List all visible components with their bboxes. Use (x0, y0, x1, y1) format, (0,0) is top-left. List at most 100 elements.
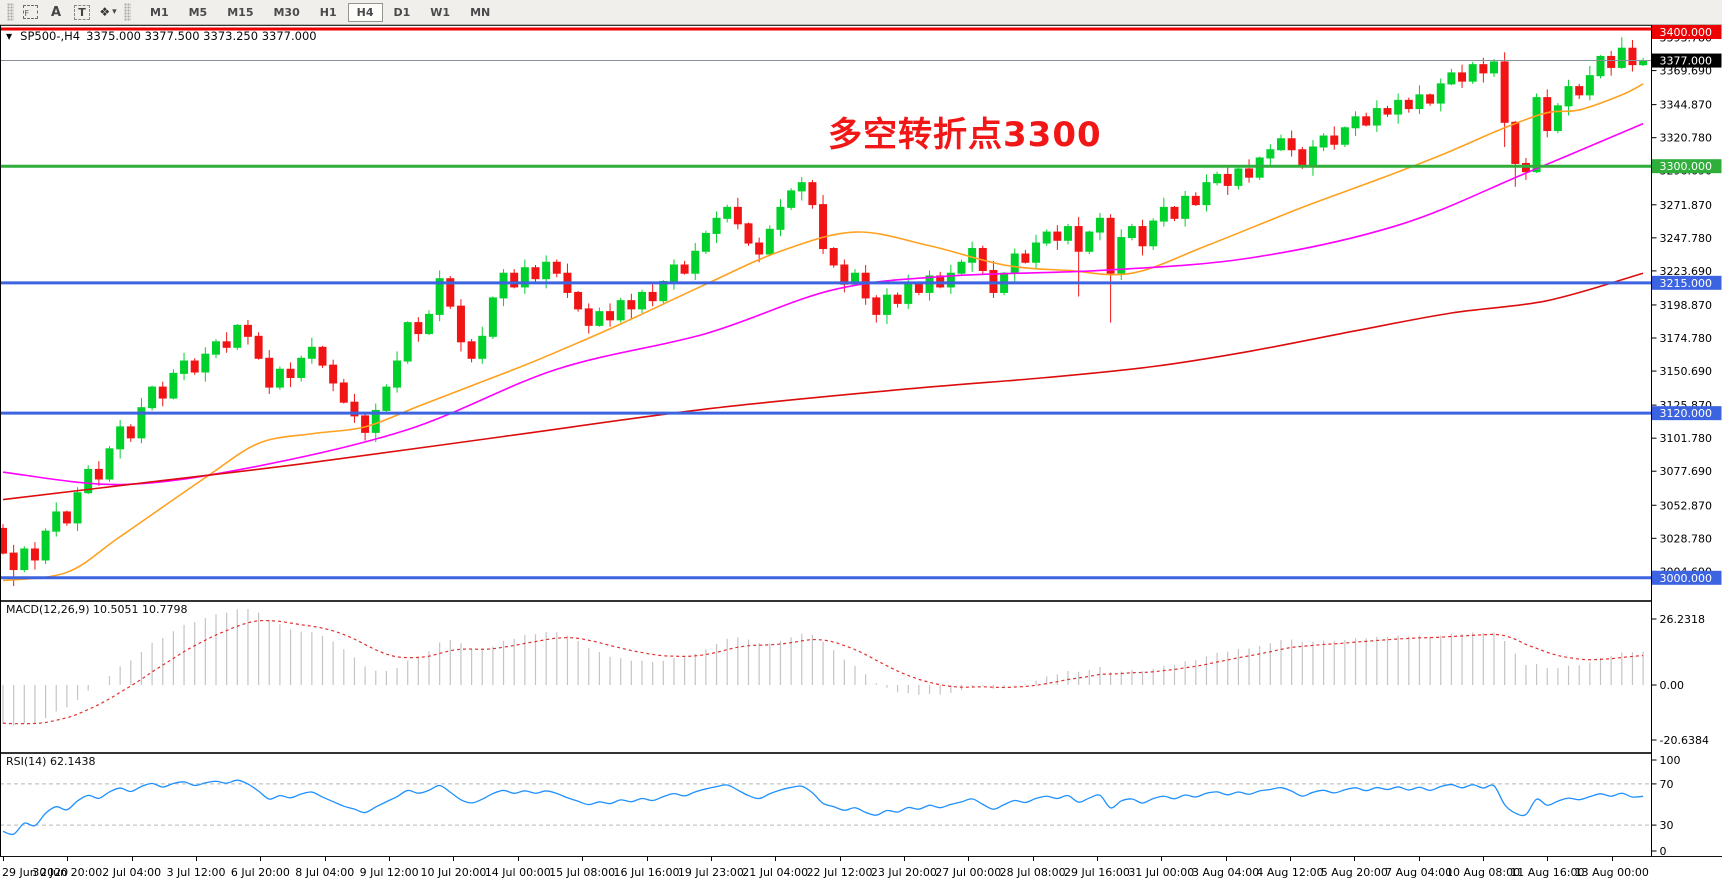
time-axis-label: 10 Aug 08:00 (1445, 866, 1521, 879)
svg-text:2980.600: 2980.600 (1660, 598, 1713, 600)
svg-text:3028.780: 3028.780 (1660, 532, 1713, 545)
svg-text:0.00: 0.00 (1660, 679, 1685, 692)
time-axis-label: 6 Jul 20:00 (230, 866, 290, 879)
price-chart-pane[interactable]: ▼ SP500-,H4 3375.000 3377.500 3373.250 3… (0, 25, 1722, 600)
time-axis-tick (3, 857, 4, 861)
svg-text:-20.6384: -20.6384 (1660, 734, 1709, 747)
rsi-label: RSI(14) 62.1438 (6, 755, 96, 768)
timeframe-button-M30[interactable]: M30 (273, 5, 300, 19)
timeframe-button-M1[interactable]: M1 (150, 5, 169, 19)
time-axis-label: 31 Jul 00:00 (1128, 866, 1195, 879)
time-axis-tick (1483, 857, 1485, 861)
svg-text:100: 100 (1660, 754, 1681, 767)
timeframe-button-W1[interactable]: W1 (430, 5, 451, 19)
arrow-label-tool-button[interactable]: A (44, 2, 68, 23)
svg-text:3150.690: 3150.690 (1660, 365, 1713, 378)
timeframe-button-M15[interactable]: M15 (227, 5, 254, 19)
time-axis-label: 3 Jul 12:00 (166, 866, 226, 879)
time-axis-label: 7 Aug 04:00 (1385, 866, 1453, 879)
chart-annotation-text[interactable]: 多空转折点3300 (828, 115, 1102, 155)
text-tool-icon: T (74, 4, 90, 20)
timeframe-button-group: M1 M5 M15 M30 H1 H4 D1 W1 MN (140, 2, 500, 22)
arrow-label-tool-icon: A (50, 4, 62, 20)
time-axis-tick (903, 857, 905, 861)
time-axis-tick (196, 857, 198, 861)
svg-text:3077.690: 3077.690 (1660, 465, 1713, 478)
svg-text:30: 30 (1660, 819, 1674, 832)
time-axis-label: 13 Aug 00:00 (1574, 866, 1649, 879)
svg-text:3120.000: 3120.000 (1660, 407, 1713, 420)
candlestick-chart-canvas[interactable]: 3393.7803369.6903344.8703320.7803296.690… (0, 25, 1722, 600)
chart-ohlc-label: 3375.000 3377.500 3373.250 3377.000 (86, 29, 317, 43)
time-axis-tick (1161, 857, 1163, 861)
toolbar: F A T ❖ ▾ M1 M5 M15 M30 H1 H4 D1 W1 MN (0, 0, 1722, 25)
time-axis-tick (646, 857, 648, 861)
svg-text:3052.870: 3052.870 (1660, 499, 1713, 512)
chart-menu-icon[interactable]: ▼ (6, 31, 13, 41)
time-axis-label: 15 Jul 08:00 (549, 866, 616, 879)
time-axis-tick (131, 857, 133, 861)
svg-text:3174.780: 3174.780 (1660, 332, 1713, 345)
time-axis-label: 29 Jun 2020 (2, 866, 69, 879)
svg-text:3271.870: 3271.870 (1660, 199, 1713, 212)
time-axis-tick (389, 857, 391, 861)
svg-text:3377.000: 3377.000 (1660, 55, 1713, 68)
time-axis-label: 14 Jul 00:00 (484, 866, 551, 879)
shapes-dropdown-icon: ▾ (112, 7, 117, 17)
time-axis-tick (67, 857, 69, 861)
svg-text:3344.870: 3344.870 (1660, 99, 1713, 112)
time-axis-tick (260, 857, 262, 861)
svg-text:3198.870: 3198.870 (1660, 299, 1713, 312)
macd-chart-canvas[interactable]: 26.2318 0.00 -20.6384 (0, 600, 1722, 752)
macd-values: 10.5051 10.7798 (93, 603, 188, 616)
time-axis-label: 22 Jul 12:00 (806, 866, 873, 879)
timeframe-button-H1[interactable]: H1 (319, 5, 337, 19)
time-axis-label: 28 Jul 08:00 (999, 866, 1066, 879)
time-axis[interactable]: 29 Jun 2020 30 Jun 20:00 2 Jul 04:00 3 Jul … (0, 856, 1722, 892)
shapes-tool-icon: ❖ (99, 5, 111, 19)
timeframe-button-H4[interactable]: H4 (347, 2, 383, 22)
time-axis-label: 29 Jul 16:00 (1063, 866, 1130, 879)
time-axis-tick (1096, 857, 1098, 861)
rsi-indicator-pane[interactable]: RSI(14) 62.1438 100 70 30 0 (0, 752, 1722, 856)
rsi-chart-canvas[interactable]: 100 70 30 0 (0, 752, 1722, 856)
time-axis-tick (775, 857, 777, 861)
time-axis-tick (517, 857, 519, 861)
timeframe-button-D1[interactable]: D1 (393, 5, 411, 19)
time-axis-label: 19 Jul 23:00 (677, 866, 744, 879)
svg-text:3320.780: 3320.780 (1660, 132, 1713, 145)
timeframe-button-M5[interactable]: M5 (188, 5, 208, 19)
macd-indicator-pane[interactable]: MACD(12,26,9) 10.5051 10.7798 26.2318 0.0… (0, 600, 1722, 752)
time-axis-label: 11 Aug 16:00 (1510, 866, 1585, 879)
svg-text:3247.780: 3247.780 (1660, 232, 1713, 245)
time-axis-label: 27 Jul 00:00 (935, 866, 1002, 879)
time-axis-tick (1611, 857, 1613, 861)
svg-text:3300.000: 3300.000 (1660, 160, 1713, 173)
time-axis-label: 8 Jul 04:00 (295, 866, 355, 879)
time-axis-label: 2 Jul 04:00 (102, 866, 162, 879)
shapes-tool-button[interactable]: ❖ ▾ (96, 2, 120, 23)
svg-text:3369.690: 3369.690 (1660, 65, 1713, 78)
frame-tool-button[interactable]: F (18, 2, 42, 23)
time-axis-label: 16 Jul 16:00 (613, 866, 680, 879)
time-axis-tick (839, 857, 841, 861)
svg-text:3223.690: 3223.690 (1660, 265, 1713, 278)
text-tool-button[interactable]: T (70, 2, 94, 23)
time-axis-label: 23 Jul 20:00 (870, 866, 937, 879)
toolbar-grip[interactable] (7, 3, 14, 21)
time-axis-label: 10 Jul 20:00 (420, 866, 487, 879)
time-axis-tick (1547, 857, 1549, 861)
svg-text:3000.000: 3000.000 (1660, 572, 1713, 585)
time-axis-label: 3 Aug 04:00 (1192, 866, 1260, 879)
toolbar-grip-2[interactable] (124, 3, 131, 21)
chart-symbol-label: SP500-,H4 (20, 29, 81, 43)
chart-title: ▼ SP500-,H4 3375.000 3377.500 3373.250 3… (6, 29, 317, 43)
svg-text:3400.000: 3400.000 (1660, 26, 1713, 39)
timeframe-button-MN[interactable]: MN (470, 5, 491, 19)
time-axis-tick (1354, 857, 1356, 861)
time-axis-tick (453, 857, 455, 861)
time-axis-label: 5 Aug 20:00 (1320, 866, 1388, 879)
rsi-value: 62.1438 (49, 755, 96, 768)
svg-text:70: 70 (1660, 778, 1674, 791)
